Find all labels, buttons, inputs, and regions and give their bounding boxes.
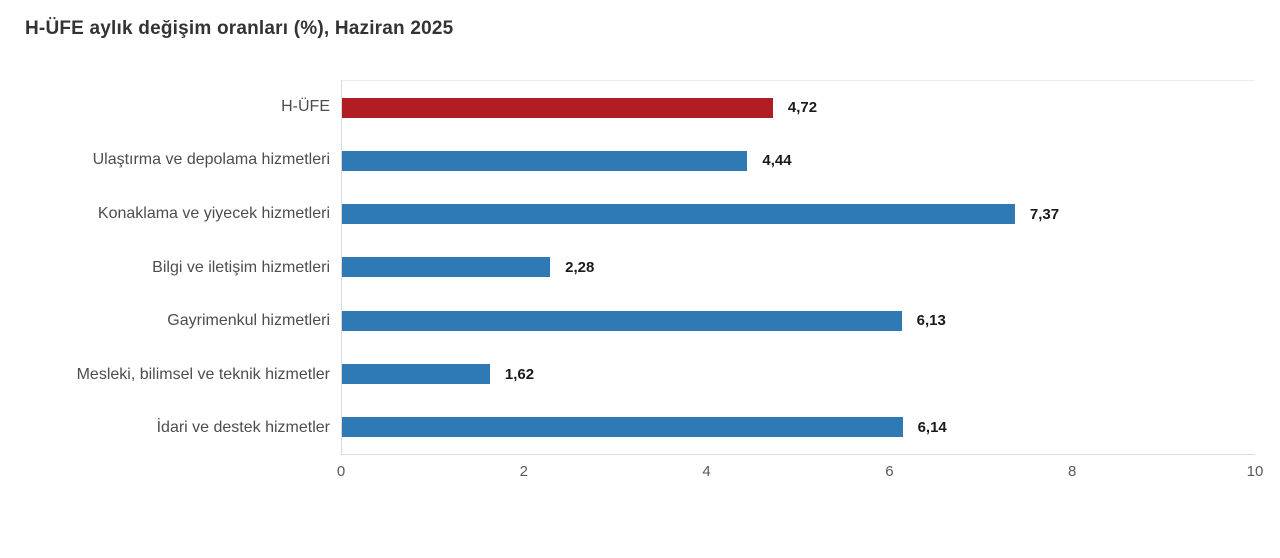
plot-area: 4,72 4,44 7,37 2,28 6,13 1,62 6,14 [341,80,1255,455]
bar-row: 1,62 [342,347,1255,400]
value-label: 4,72 [787,99,818,117]
value-label: 6,14 [917,418,947,436]
bar-row: 2,28 [342,241,1255,294]
x-tick-label: 8 [1068,463,1077,480]
bar-row: 4,72 [342,81,1255,134]
category-label: İdari ve destek hizmetler [156,419,330,437]
bar-ulastirma [342,150,748,171]
category-label: H-ÜFE [281,97,330,115]
bar-row: 7,37 [342,188,1255,241]
value-label: 6,13 [916,312,946,330]
x-tick-label: 2 [519,463,528,480]
category-label: Ulaştırma ve depolama hizmetleri [92,151,330,169]
bar-row: 6,13 [342,294,1255,347]
x-tick-label: 10 [1246,463,1264,480]
bar-row: 4,44 [342,134,1255,187]
value-label: 4,44 [762,152,792,170]
bar-bilgi [342,257,551,278]
bar-mesleki [342,364,490,385]
x-axis: 0 2 4 6 8 10 [337,463,1264,487]
category-label: Mesleki, bilimsel ve teknik hizmetler [76,365,330,383]
x-tick-label: 6 [885,463,894,480]
bar-row: 6,14 [342,401,1255,454]
chart-title: H-ÜFE aylık değişim oranları (%), Hazira… [25,18,454,39]
category-axis: H-ÜFE Ulaştırma ve depolama hizmetleri K… [0,80,330,455]
bar-idari [342,417,903,438]
bar-hufe [342,97,773,118]
category-label: Bilgi ve iletişim hizmetleri [152,258,330,276]
x-tick-label: 0 [336,463,346,480]
x-tick-label: 4 [702,463,711,480]
category-label: Konaklama ve yiyecek hizmetleri [97,204,330,222]
bar-konaklama [342,204,1015,225]
category-label: Gayrimenkul hizmetleri [167,312,330,330]
value-label: 2,28 [565,258,595,276]
value-label: 7,37 [1029,205,1060,223]
value-label: 1,62 [504,365,535,383]
bar-gayrimenkul [342,310,902,331]
